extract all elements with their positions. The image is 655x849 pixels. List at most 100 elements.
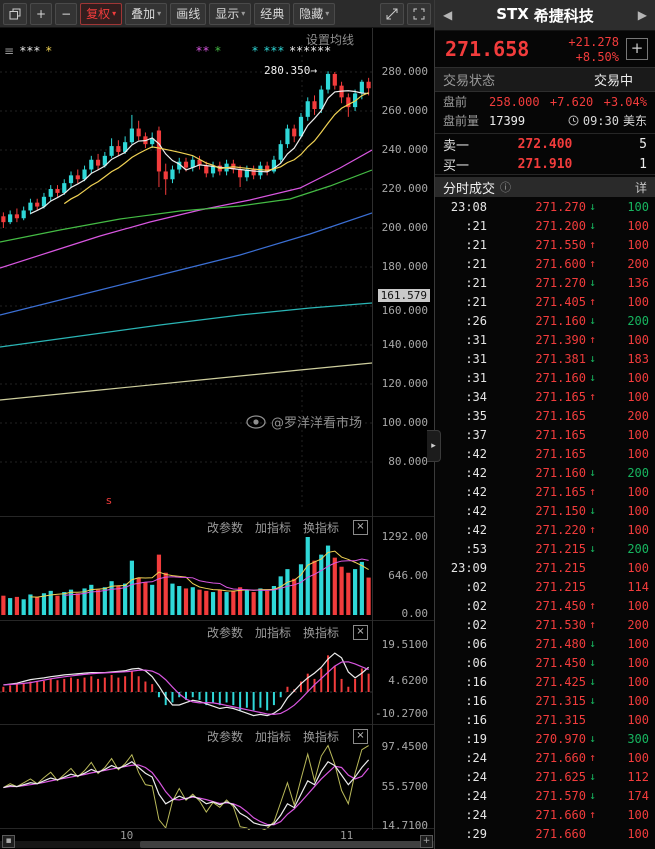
- y-axis-label: -10.2700: [375, 707, 428, 720]
- change-params-button[interactable]: 改参数: [206, 730, 243, 744]
- y-axis-label: 0.00: [401, 607, 429, 620]
- add-indicator-button[interactable]: 加指标: [254, 730, 291, 744]
- symbol-code: STX: [496, 4, 529, 23]
- window-layout-button[interactable]: [3, 2, 27, 25]
- trade-row: 23:08 271.270 ↓ 100: [450, 199, 649, 214]
- y-axis-label: 180.000: [381, 260, 428, 273]
- close-pane-icon[interactable]: ×: [353, 625, 368, 640]
- panel-collapse-handle[interactable]: ▸: [427, 430, 441, 462]
- change-value: +21.278: [568, 35, 619, 49]
- clock-icon: [568, 115, 579, 126]
- close-pane-icon[interactable]: ×: [353, 729, 368, 744]
- trade-row: :16 271.425 ↓ 100: [465, 674, 649, 689]
- trade-row: :02 271.450 ↑ 100: [465, 598, 649, 613]
- ma-settings-link[interactable]: 设置均线: [305, 33, 354, 47]
- ask-price: 272.400: [517, 136, 573, 152]
- y-axis-label: 260.000: [381, 104, 428, 117]
- fullscreen-button[interactable]: [407, 2, 431, 25]
- hide-button[interactable]: 隐藏 ▾: [293, 2, 336, 25]
- y-axis-label: 200.000: [381, 221, 428, 234]
- next-symbol-arrow[interactable]: ▶: [637, 8, 647, 22]
- switch-indicator-button[interactable]: 换指标: [302, 521, 339, 535]
- kdj-pane[interactable]: [0, 726, 372, 830]
- draw-line-button[interactable]: 画线: [170, 2, 207, 25]
- macd-pane[interactable]: [0, 622, 372, 722]
- trade-row: :53 271.215 ↓ 200: [465, 541, 649, 556]
- trade-row: :42 271.165 100: [465, 446, 649, 461]
- add-watchlist-button[interactable]: +: [626, 38, 648, 60]
- zoom-out-button[interactable]: −: [55, 2, 78, 25]
- trade-row: 23:09 271.215 100: [450, 560, 649, 575]
- pane-divider: [0, 724, 434, 725]
- trade-row: :21 271.270 ↓ 136: [465, 275, 649, 290]
- add-indicator-button[interactable]: 加指标: [254, 626, 291, 640]
- ma-legend-group: ** *: [196, 44, 222, 58]
- switch-indicator-button[interactable]: 换指标: [302, 730, 339, 744]
- eye-icon: [246, 414, 266, 429]
- zoom-in-button[interactable]: +: [30, 2, 53, 25]
- bid-size: 1: [639, 156, 647, 172]
- display-button[interactable]: 显示 ▾: [209, 2, 252, 25]
- add-indicator-button[interactable]: 加指标: [254, 521, 291, 535]
- expand-button[interactable]: [380, 2, 404, 25]
- tape-header: 分时成交 ⓘ 详: [435, 177, 655, 197]
- trade-row: :42 271.220 ↑ 100: [465, 522, 649, 537]
- price-block: 271.658 +21.278 +8.50% +: [435, 31, 655, 67]
- chart-panel: + − 复权 ▾ 叠加 ▾ 画线 显示 ▾ 经典 隐藏 ▾: [0, 0, 435, 849]
- symbol-header: ◀ STX 希捷科技 ▶: [435, 0, 655, 31]
- time-and-sales-list[interactable]: 23:08 271.270 ↓ 100:21 271.200 ↓ 100:21 271.550…: [435, 197, 655, 849]
- prev-symbol-arrow[interactable]: ◀: [443, 8, 453, 22]
- pane-divider: [0, 828, 434, 829]
- overlay-button[interactable]: 叠加 ▾: [125, 2, 168, 25]
- display-label: 显示: [215, 7, 240, 21]
- y-axis-label: 19.5100: [381, 638, 428, 651]
- classic-button[interactable]: 经典: [254, 2, 291, 25]
- volume-pane[interactable]: [0, 517, 372, 617]
- trade-row: :42 271.150 ↓ 100: [465, 503, 649, 518]
- ask-row[interactable]: 卖一 272.400 5: [435, 134, 655, 154]
- adjust-mode-label: 复权: [86, 7, 111, 21]
- y-axis-label: 1292.00: [381, 530, 428, 543]
- ma-value-tag: 161.579: [377, 289, 430, 302]
- change-params-button[interactable]: 改参数: [206, 521, 243, 535]
- change-params-button[interactable]: 改参数: [206, 626, 243, 640]
- chart-toolbar: + − 复权 ▾ 叠加 ▾ 画线 显示 ▾ 经典 隐藏 ▾: [0, 0, 434, 28]
- candlestick-chart[interactable]: [0, 45, 372, 508]
- premarket-label: 盘前: [443, 95, 468, 109]
- y-axis-label: 240.000: [381, 143, 428, 156]
- change-percent: +8.50%: [575, 50, 619, 64]
- close-pane-icon[interactable]: ×: [353, 520, 368, 535]
- info-icon[interactable]: ⓘ: [500, 181, 512, 194]
- trade-row: :29 271.660 100: [465, 826, 649, 841]
- y-axis-label: 100.000: [381, 416, 428, 429]
- premarket-row: 盘前 258.000 +7.620 +3.04%: [435, 92, 655, 111]
- last-price: 271.658: [445, 37, 530, 61]
- trade-row: :21 271.550 ↑ 100: [465, 237, 649, 252]
- adjust-mode-button[interactable]: 复权 ▾: [80, 2, 123, 25]
- trading-status-row: 交易状态 交易中: [435, 67, 655, 92]
- trade-row: :16 271.315 100: [465, 712, 649, 727]
- session-timezone: 美东: [622, 114, 647, 128]
- trade-row: :37 271.165 100: [465, 427, 649, 442]
- scroll-right-button[interactable]: +: [420, 835, 433, 848]
- scroll-left-button[interactable]: ▪: [2, 835, 15, 848]
- axis-divider: [372, 28, 373, 830]
- trade-row: :19 270.970 ↓ 300: [465, 731, 649, 746]
- y-axis-label: 97.4500: [381, 740, 428, 753]
- switch-indicator-button[interactable]: 换指标: [302, 626, 339, 640]
- x-axis-label: 10: [120, 829, 134, 842]
- trade-row: :35 271.165 200: [465, 408, 649, 423]
- bid-row[interactable]: 买一 271.910 1: [435, 154, 655, 174]
- ma-legend-group: * *** ******: [252, 44, 332, 58]
- hide-label: 隐藏: [299, 7, 324, 21]
- volume-pane-toolbar: 改参数 加指标 换指标 ×: [207, 519, 368, 536]
- y-axis-label: 14.7100: [381, 819, 428, 832]
- premarket-change: +7.620: [549, 94, 594, 109]
- fullscreen-icon: [413, 8, 425, 19]
- watermark: @罗洋洋看市场: [246, 412, 362, 431]
- chart-scrollbar-thumb[interactable]: [140, 841, 426, 848]
- arrow-right-icon: →: [310, 64, 317, 77]
- order-book: 卖一 272.400 5 买一 271.910 1: [435, 133, 655, 175]
- chevron-down-icon: ▾: [112, 9, 117, 18]
- tape-detail-link[interactable]: 详: [634, 180, 647, 195]
